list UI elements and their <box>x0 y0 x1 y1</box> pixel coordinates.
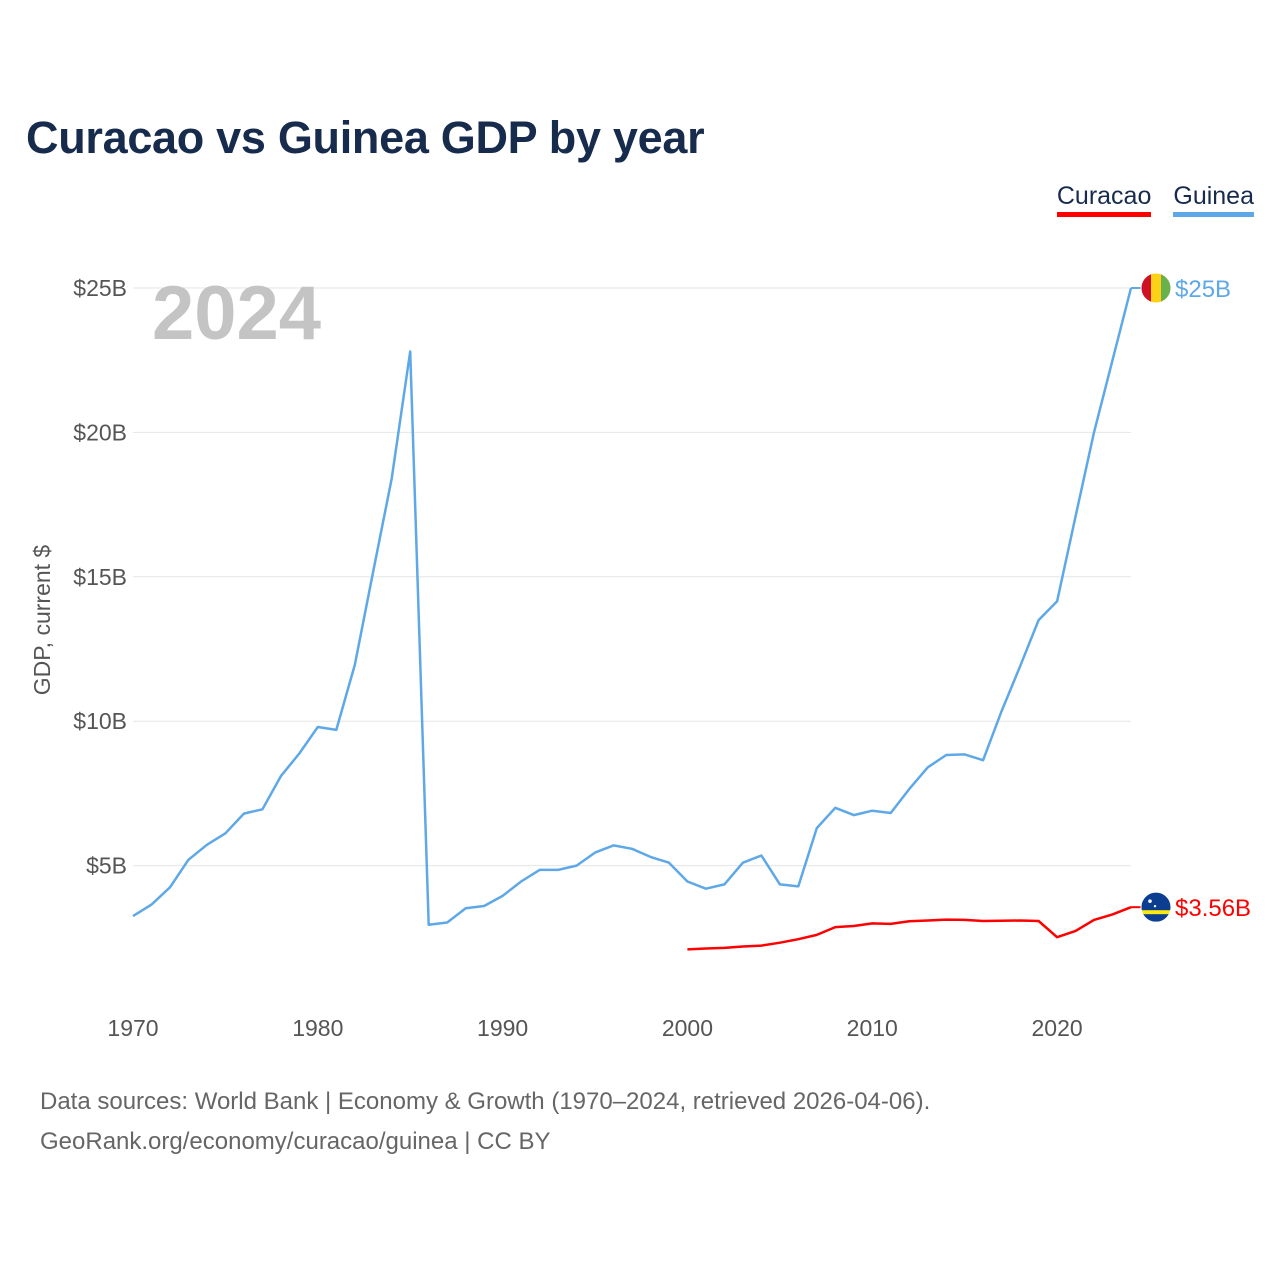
flag-stripe-yellow <box>1141 910 1171 915</box>
data-source-text: Data sources: World Bank | Economy & Gro… <box>40 1088 931 1115</box>
y-axis-label: GDP, current $ <box>29 545 55 696</box>
x-tick-label: 2010 <box>847 1015 898 1041</box>
attribution-link[interactable]: GeoRank.org/economy/curacao/guinea | CC … <box>40 1128 551 1155</box>
series-line-curacao <box>687 906 1132 951</box>
legend: Curacao Guinea <box>1056 182 1254 217</box>
gridlines <box>133 287 1131 867</box>
x-tick-label: 1990 <box>477 1015 528 1041</box>
flag-star-tiny <box>1153 904 1157 908</box>
flag-field-blue <box>1141 892 1171 923</box>
curacao-flag-icon <box>1140 891 1172 923</box>
chart-title: Curacao vs Guinea GDP by year <box>26 112 705 163</box>
x-tick-label: 2000 <box>662 1015 713 1041</box>
flag-body <box>1141 892 1171 923</box>
flag-star-small <box>1148 899 1152 903</box>
end-label-guinea: $25B <box>1175 276 1231 303</box>
flag-stripe-red <box>1141 273 1151 303</box>
legend-item-guinea[interactable]: Guinea <box>1173 182 1254 217</box>
flag-ring <box>1140 891 1172 923</box>
flag-stripe-green <box>1161 273 1171 303</box>
y-tick-label: $20B <box>73 419 127 445</box>
y-tick-label: $10B <box>73 708 127 734</box>
x-tick-label: 1970 <box>107 1015 158 1041</box>
flag-stripe-yellow <box>1151 273 1161 303</box>
legend-item-curacao[interactable]: Curacao <box>1056 182 1152 217</box>
series-line-guinea <box>132 287 1133 927</box>
flag-body <box>1141 273 1171 303</box>
year-watermark: 2024 <box>152 271 321 356</box>
x-tick-label: 2020 <box>1031 1015 1082 1041</box>
series-lines <box>132 287 1133 951</box>
line-chart: 2024 $5B $10B $15B $20B $25B 1970 1980 1990 200… <box>29 271 1251 1041</box>
footer: Data sources: World Bank | Economy & Gro… <box>40 1082 930 1162</box>
y-tick-label: $5B <box>86 853 127 879</box>
y-tick-label: $15B <box>73 564 127 590</box>
end-label-curacao: $3.56B <box>1175 895 1251 922</box>
y-tick-label: $25B <box>73 275 127 301</box>
x-tick-label: 1980 <box>292 1015 343 1041</box>
end-markers: $3.56B $25B <box>1131 272 1251 923</box>
guinea-flag-icon <box>1140 272 1172 304</box>
flag-ring <box>1140 272 1172 304</box>
y-axis-ticks: $5B $10B $15B $20B $25B <box>73 275 127 879</box>
x-axis-ticks: 1970 1980 1990 2000 2010 2020 <box>107 1015 1082 1041</box>
